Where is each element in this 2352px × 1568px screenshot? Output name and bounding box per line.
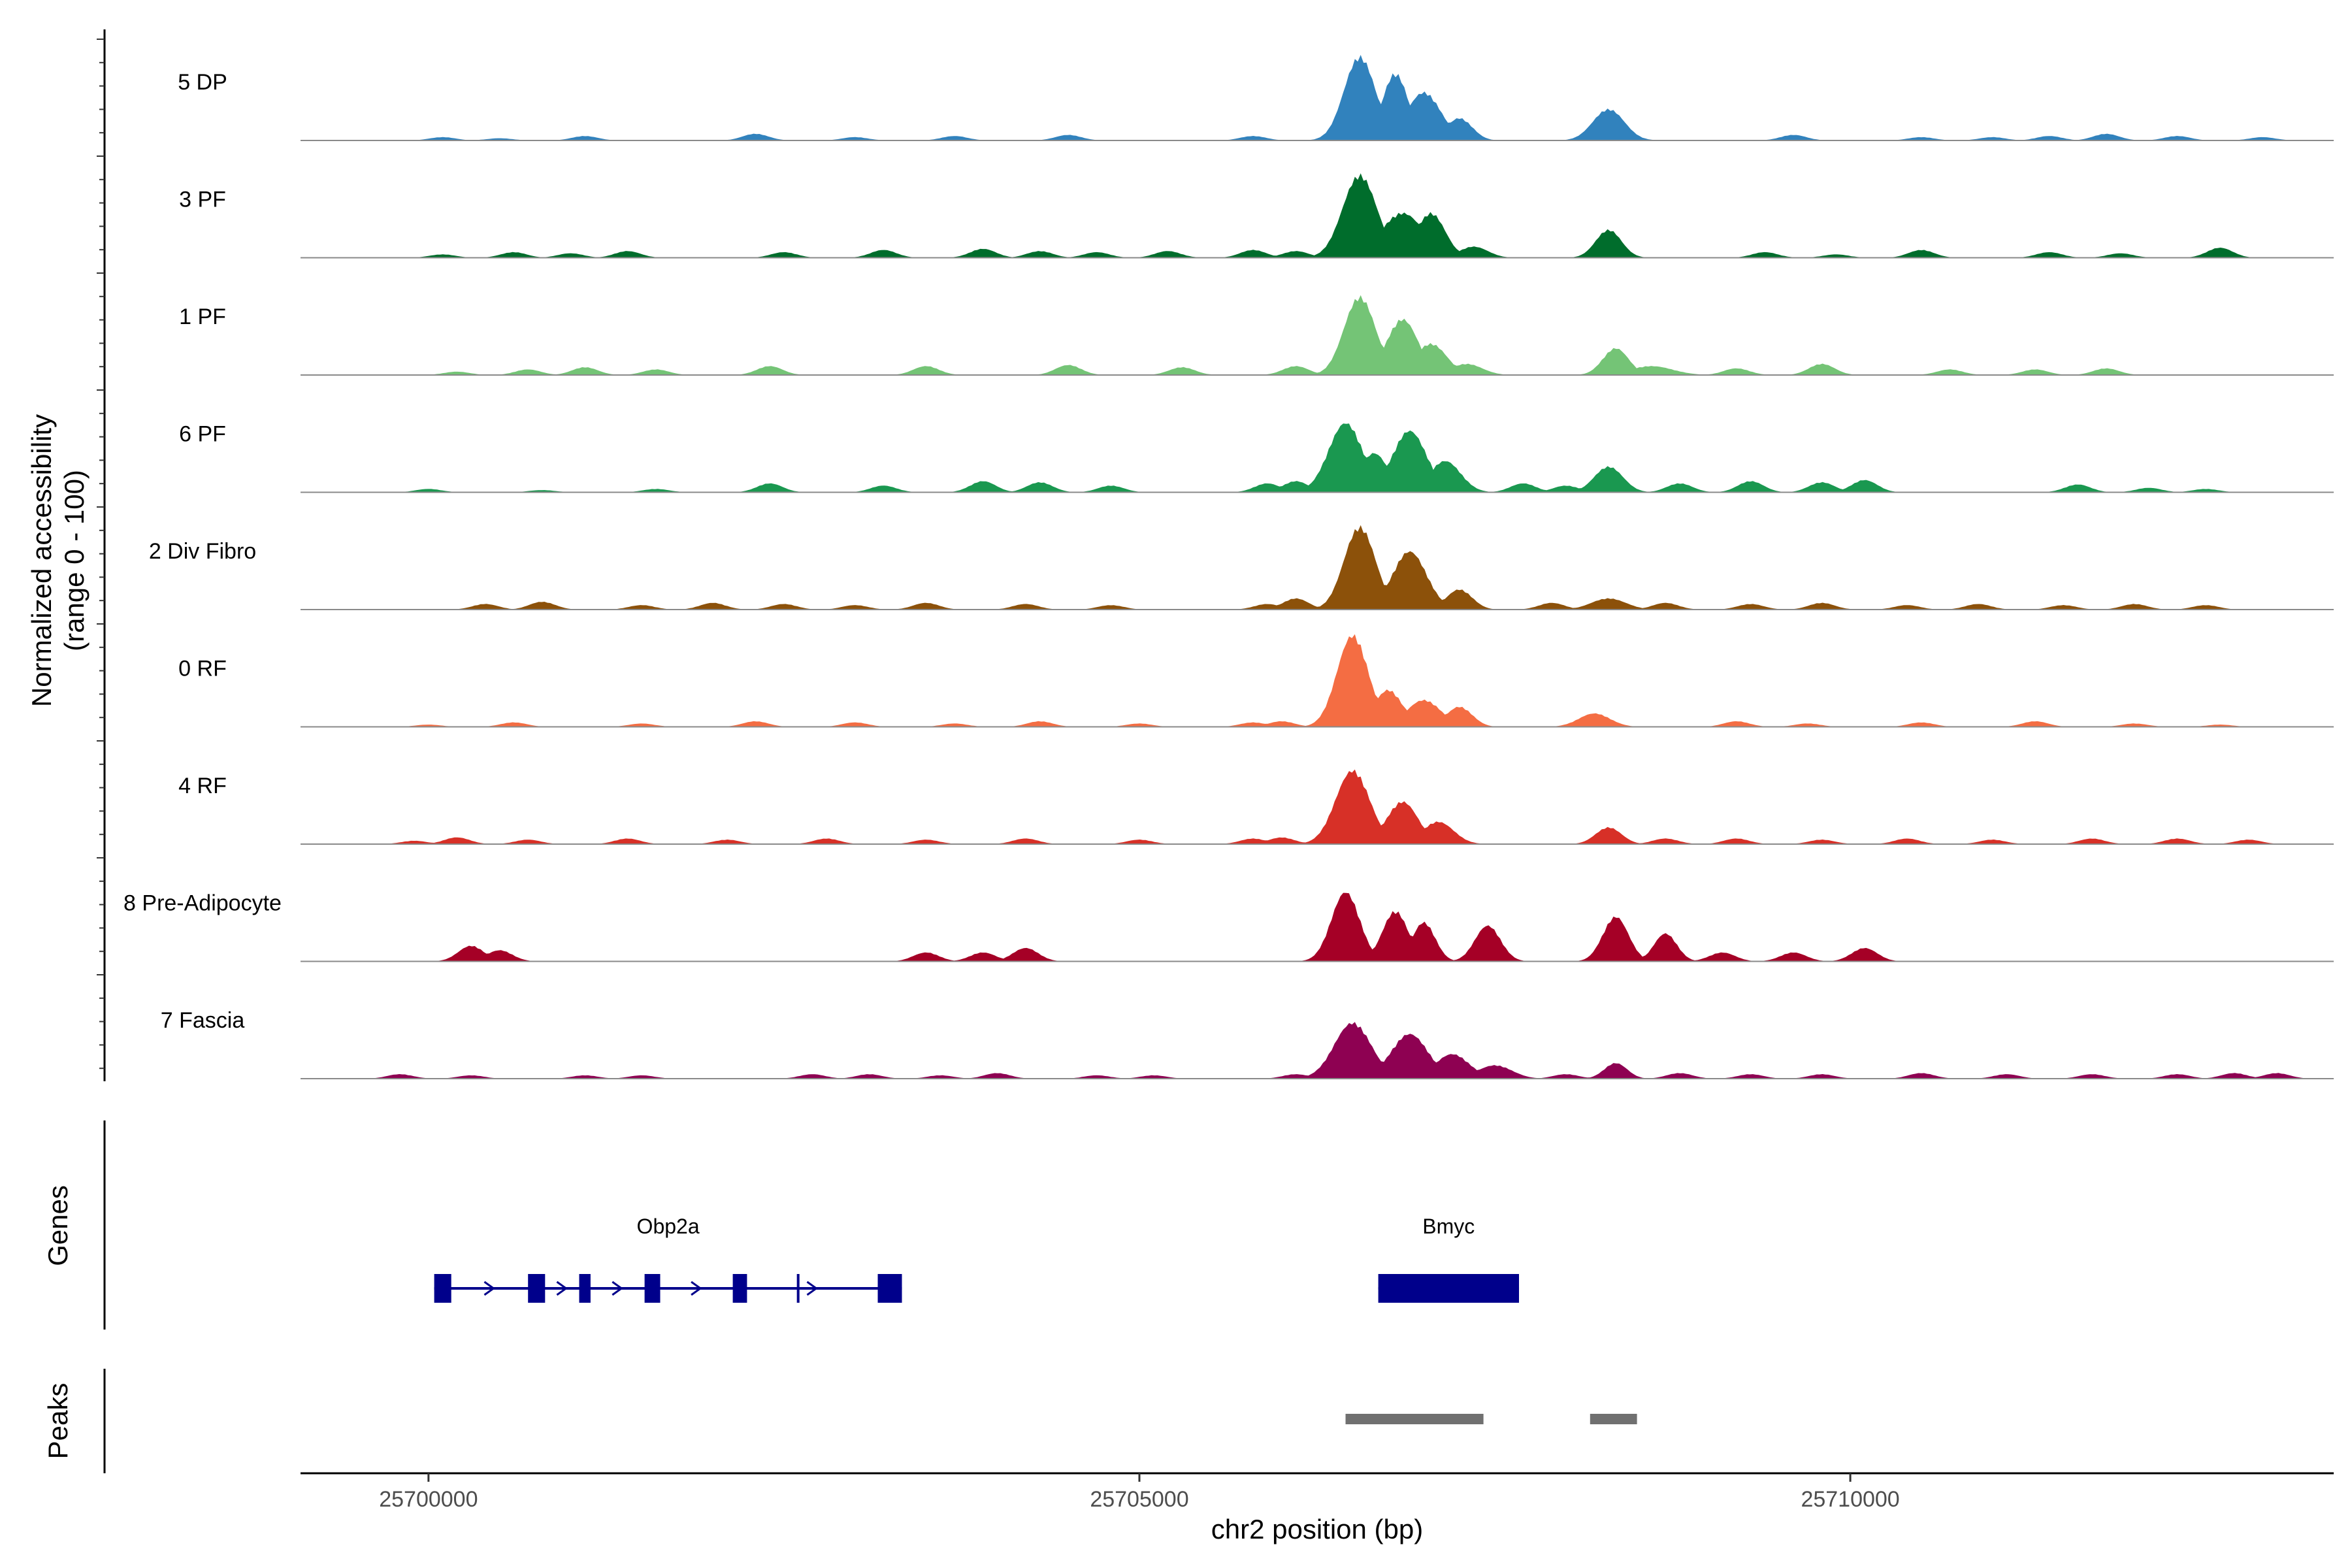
track-label: 2 Div Fibro (149, 539, 256, 564)
gene-exon (528, 1274, 546, 1303)
track-label: 7 Fascia (161, 1008, 245, 1033)
peak-region (1345, 1414, 1484, 1424)
gene-label: Obp2a (637, 1215, 700, 1238)
gene-label: Bmyc (1422, 1215, 1475, 1238)
gene-exon (644, 1274, 661, 1303)
track-label: 0 RF (178, 657, 227, 681)
genes-panel-label: Genes (42, 1185, 73, 1266)
strand-arrow-icon (691, 1281, 702, 1296)
gene-exon (877, 1274, 902, 1303)
gene-annotations: Obp2a Bmyc (434, 1215, 1520, 1303)
track-label: 6 PF (179, 422, 226, 447)
track-label: 4 RF (178, 774, 227, 798)
accessibility-tracks: 5 DP 3 PF 1 PF 6 PF 2 Div Fibro 0 RF 4 RF 8 Pre… (123, 55, 2334, 1079)
peak-region (1590, 1414, 1637, 1424)
track-label: 8 Pre-Adipocyte (123, 891, 282, 916)
gene-bmyc: Bmyc (1378, 1215, 1520, 1303)
track-label: 1 PF (179, 304, 226, 329)
track-coverage-area (301, 892, 2334, 962)
track-coverage-area (301, 423, 2334, 493)
x-axis-title: chr2 position (bp) (1211, 1514, 1424, 1544)
track-8-pre-adipocyte: 8 Pre-Adipocyte (123, 891, 2334, 962)
gene-exon (732, 1274, 747, 1303)
track-coverage-area (301, 295, 2334, 375)
track-6-pf: 6 PF (179, 422, 2334, 493)
track-label: 5 DP (178, 70, 227, 95)
track-coverage-area (301, 173, 2334, 258)
track-label: 3 PF (179, 188, 226, 212)
strand-arrow-icon (612, 1281, 623, 1296)
gene-exon (579, 1274, 591, 1303)
x-axis-ticks: 25700000 25705000 25710000 (379, 1473, 1900, 1512)
track-coverage-area (301, 1022, 2334, 1079)
strand-arrow-icon (806, 1281, 819, 1296)
y-axis-subtitle: (range 0 - 100) (59, 470, 90, 651)
x-tick-label: 25710000 (1801, 1487, 1899, 1512)
track-7-fascia: 7 Fascia (161, 1008, 2334, 1079)
track-coverage-area (301, 634, 2334, 727)
track-2-div-fibro: 2 Div Fibro (149, 525, 2334, 610)
track-coverage-area (301, 769, 2334, 844)
track-5-dp: 5 DP (178, 55, 2334, 141)
gene-exon (1378, 1274, 1519, 1303)
x-tick-label: 25705000 (1090, 1487, 1188, 1512)
gene-obp2a: Obp2a (434, 1215, 902, 1303)
strand-arrow-icon (483, 1281, 496, 1296)
track-coverage-area (301, 525, 2334, 610)
peak-regions (1345, 1414, 1637, 1424)
x-tick-label: 25700000 (379, 1487, 478, 1512)
coverage-y-axis-ticks (97, 39, 105, 1070)
track-3-pf: 3 PF (179, 173, 2334, 259)
y-axis-title: Normalized accessibility (26, 414, 57, 707)
track-4-rf: 4 RF (178, 769, 2334, 845)
track-0-rf: 0 RF (178, 634, 2334, 728)
track-1-pf: 1 PF (179, 295, 2334, 376)
gene-exon (434, 1274, 451, 1303)
peaks-panel-label: Peaks (42, 1383, 73, 1460)
track-coverage-area (301, 55, 2334, 140)
strand-arrow-icon (556, 1281, 568, 1296)
